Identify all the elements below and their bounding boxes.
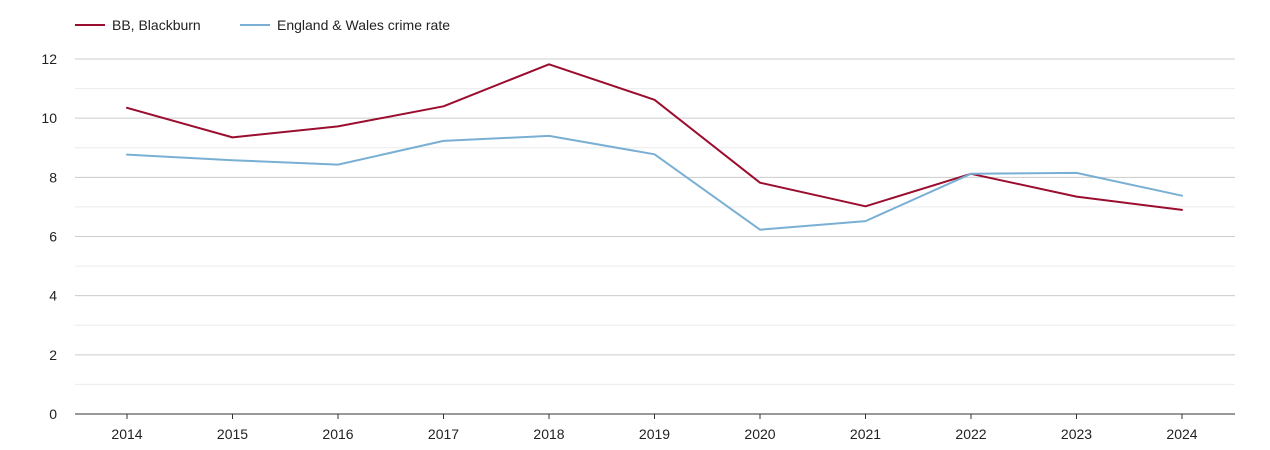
y-tick-label: 8 bbox=[49, 169, 57, 185]
x-tick-label: 2024 bbox=[1166, 426, 1197, 442]
y-tick-label: 2 bbox=[49, 347, 57, 363]
legend-label-blackburn: BB, Blackburn bbox=[112, 17, 201, 33]
series-line-blackburn[interactable] bbox=[126, 63, 1183, 211]
legend-item-blackburn[interactable]: BB, Blackburn bbox=[75, 17, 201, 33]
x-tick-label: 2015 bbox=[217, 426, 248, 442]
x-axis-ticks: 2014 2015 2016 2017 2018 2019 2020 2021 2022 2023… bbox=[111, 414, 1198, 442]
y-tick-label: 4 bbox=[49, 288, 57, 304]
y-axis-ticks: 0 2 4 6 8 10 12 bbox=[41, 51, 57, 422]
x-tick-label: 2020 bbox=[744, 426, 775, 442]
y-tick-label: 12 bbox=[41, 51, 57, 67]
y-tick-label: 10 bbox=[41, 110, 57, 126]
series-lines bbox=[126, 63, 1183, 231]
legend-label-england-wales: England & Wales crime rate bbox=[277, 17, 450, 33]
x-tick-label: 2017 bbox=[428, 426, 459, 442]
x-tick-label: 2018 bbox=[533, 426, 564, 442]
x-tick-label: 2016 bbox=[322, 426, 353, 442]
series-line-england-wales[interactable] bbox=[126, 134, 1183, 231]
y-tick-label: 6 bbox=[49, 229, 57, 245]
gridlines bbox=[75, 58, 1235, 415]
x-tick-label: 2014 bbox=[111, 426, 142, 442]
legend: BB, Blackburn England & Wales crime rate bbox=[75, 17, 450, 33]
legend-item-england-wales[interactable]: England & Wales crime rate bbox=[240, 17, 450, 33]
y-tick-label: 0 bbox=[49, 406, 57, 422]
x-tick-label: 2023 bbox=[1061, 426, 1092, 442]
x-tick-label: 2019 bbox=[639, 426, 670, 442]
x-tick-label: 2022 bbox=[955, 426, 986, 442]
x-tick-label: 2021 bbox=[850, 426, 881, 442]
